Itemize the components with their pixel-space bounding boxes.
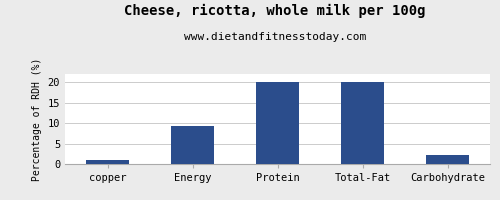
Y-axis label: Percentage of RDH (%): Percentage of RDH (%) (32, 57, 42, 181)
Text: Cheese, ricotta, whole milk per 100g: Cheese, ricotta, whole milk per 100g (124, 4, 426, 18)
Bar (426, 155, 469, 164)
Bar (256, 82, 299, 164)
Bar (341, 82, 384, 164)
Bar (86, 160, 129, 164)
Bar (171, 126, 214, 164)
Text: www.dietandfitnesstoday.com: www.dietandfitnesstoday.com (184, 32, 366, 42)
